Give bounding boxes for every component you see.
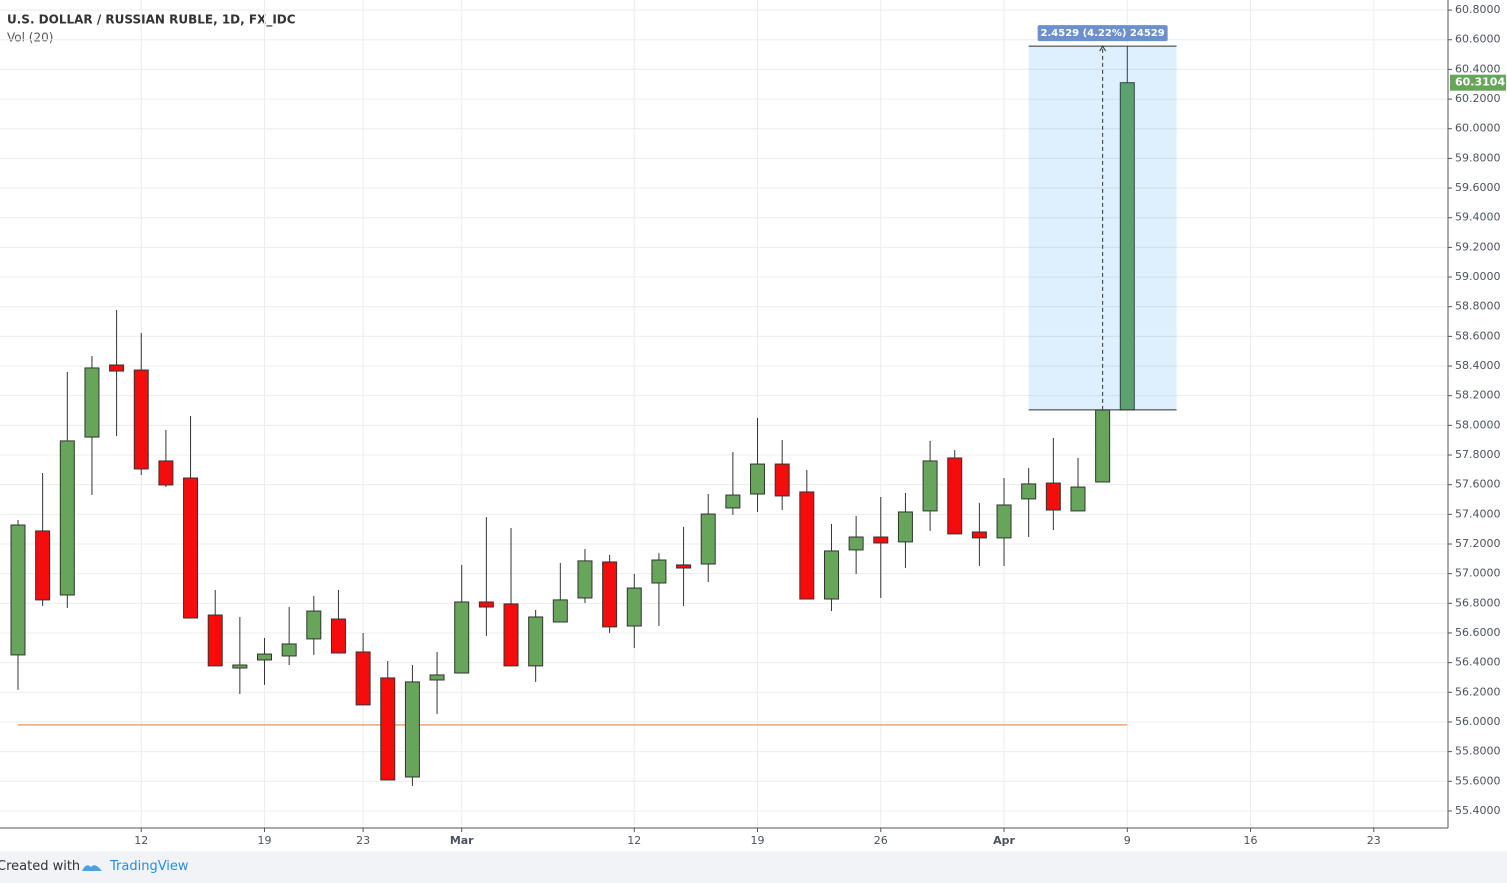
- y-tick-label: 57.2000: [1455, 537, 1501, 550]
- logo: [82, 865, 102, 871]
- y-tick-label: 60.6000: [1455, 33, 1501, 46]
- y-tick-label: 59.2000: [1455, 240, 1501, 253]
- y-tick-label: 59.0000: [1455, 270, 1501, 283]
- y-tick-label: 56.6000: [1455, 626, 1501, 639]
- candle-body: [676, 564, 692, 569]
- x-tick-label: 23: [356, 834, 370, 847]
- candle-body: [183, 477, 199, 619]
- x-tick-label: 9: [1124, 834, 1131, 847]
- candle-body: [355, 651, 371, 706]
- candle-body: [873, 536, 889, 544]
- y-tick-label: 58.8000: [1455, 300, 1501, 313]
- brand[interactable]: TradingView: [110, 859, 189, 874]
- candle-body: [207, 614, 223, 667]
- last-price-tag: [1450, 74, 1506, 91]
- candle-body: [528, 616, 544, 667]
- y-tick-label: 56.4000: [1455, 656, 1501, 669]
- candle-body: [158, 460, 174, 486]
- candle-body: [109, 364, 125, 372]
- x-tick-label: 19: [258, 834, 272, 847]
- candle-body: [1095, 409, 1111, 483]
- candle-body: [996, 504, 1012, 539]
- measure-label: 2.4529 (4.22%) 24529: [1041, 28, 1165, 39]
- candle-body: [503, 603, 519, 667]
- x-tick-label: 23: [1367, 834, 1381, 847]
- y-tick-label: 57.8000: [1455, 448, 1501, 461]
- y-tick-label: 55.8000: [1455, 745, 1501, 758]
- y-tick-label: 55.4000: [1455, 804, 1501, 817]
- x-tick-label: 12: [134, 834, 148, 847]
- candle-body: [552, 599, 568, 623]
- y-tick-label: 60.4000: [1455, 62, 1501, 75]
- candle-body: [725, 494, 741, 509]
- candle-body: [700, 513, 716, 565]
- footer: Created with TradingView: [0, 851, 1507, 883]
- x-tick-label: 16: [1244, 834, 1258, 847]
- candle-body: [897, 511, 913, 543]
- x-tick-label: 12: [627, 834, 641, 847]
- candle-body: [750, 463, 766, 495]
- y-tick-label: 60.2000: [1455, 92, 1501, 105]
- y-tick-label: 56.0000: [1455, 715, 1501, 728]
- candle-body: [602, 561, 618, 628]
- y-tick-label: 59.6000: [1455, 181, 1501, 194]
- x-tick-label: Mar: [450, 834, 474, 847]
- candle-body: [404, 681, 420, 778]
- x-tick-label: Apr: [993, 834, 1015, 847]
- x-tick-label: 19: [751, 834, 765, 847]
- chart-title: U.S. DOLLAR / RUSSIAN RUBLE, 1D, FX_IDC: [7, 13, 296, 28]
- y-tick-label: 59.4000: [1455, 211, 1501, 224]
- indicator-label: Vol (20): [7, 31, 53, 45]
- candle-body: [59, 440, 75, 596]
- candle-body: [971, 531, 987, 539]
- candle-body: [848, 536, 864, 551]
- last-price-label: 60.3104: [1455, 76, 1505, 89]
- candle-body: [774, 463, 790, 497]
- candle-body: [1045, 482, 1061, 511]
- candle-body: [380, 677, 396, 781]
- y-tick-label: 56.8000: [1455, 596, 1501, 609]
- candle-body: [84, 367, 100, 438]
- y-tick-label: 57.4000: [1455, 507, 1501, 520]
- y-tick-label: 58.4000: [1455, 359, 1501, 372]
- y-tick-label: 58.2000: [1455, 389, 1501, 402]
- candle-body: [577, 560, 593, 599]
- candle-body: [454, 601, 470, 674]
- measure-arrowhead: [1099, 45, 1107, 52]
- candle-body: [35, 530, 51, 601]
- x-tick-label: 26: [874, 834, 888, 847]
- candle-body: [922, 460, 938, 512]
- candle-body: [1070, 486, 1086, 512]
- chart: U.S. DOLLAR / RUSSIAN RUBLE, 1D, FX_IDC …: [0, 0, 1506, 847]
- y-tick-label: 58.6000: [1455, 329, 1501, 342]
- candle-body: [232, 664, 248, 669]
- candle-body: [257, 653, 273, 661]
- candle-body: [306, 610, 322, 640]
- y-tick-label: 58.0000: [1455, 418, 1501, 431]
- y-tick-label: 57.0000: [1455, 567, 1501, 580]
- candle-body: [626, 587, 642, 627]
- candle-body: [651, 559, 667, 584]
- measure-label-bg: [1037, 25, 1168, 42]
- candle-body: [133, 369, 149, 470]
- candle-body: [330, 618, 346, 654]
- y-tick-label: 60.8000: [1455, 3, 1501, 16]
- candle-body: [429, 674, 445, 681]
- created-with: Created with: [0, 859, 81, 874]
- candle-body: [478, 601, 494, 608]
- candle-body: [799, 491, 815, 600]
- y-tick-label: 60.0000: [1455, 122, 1501, 135]
- candle-body: [1021, 483, 1037, 500]
- y-tick-label: 57.6000: [1455, 478, 1501, 491]
- y-tick-label: 59.8000: [1455, 151, 1501, 164]
- candle-body: [281, 643, 297, 657]
- y-tick-label: 56.2000: [1455, 685, 1501, 698]
- candle-body: [947, 457, 963, 535]
- candle-body: [823, 550, 839, 600]
- y-tick-label: 55.6000: [1455, 774, 1501, 787]
- candle-body: [10, 524, 26, 656]
